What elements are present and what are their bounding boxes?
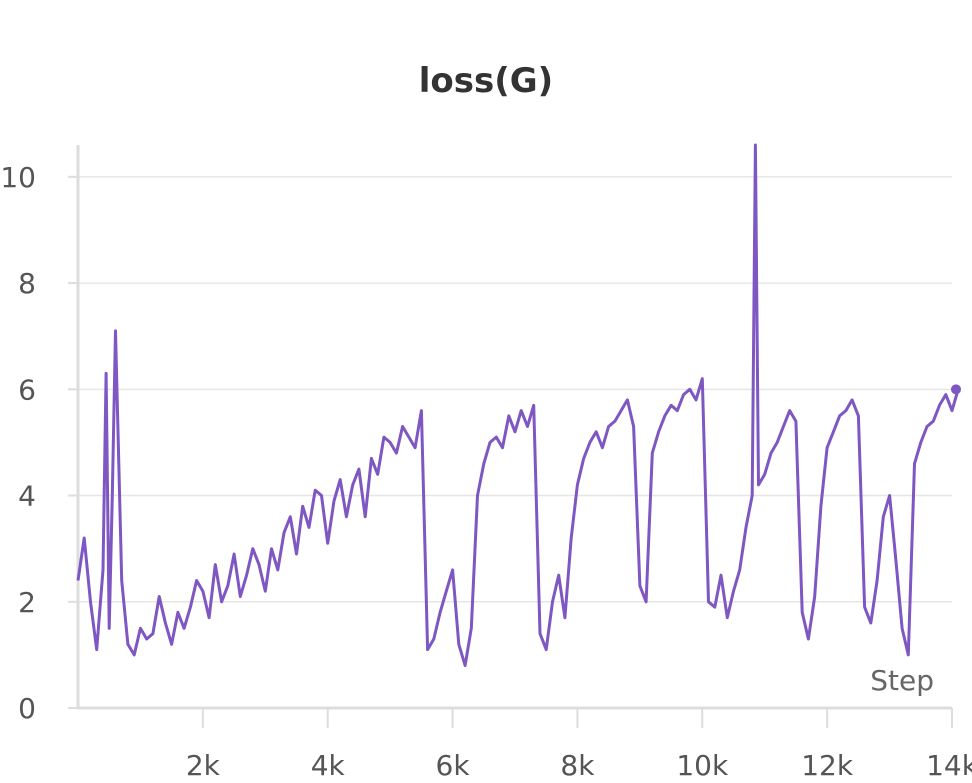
x-tick-label: 14k bbox=[926, 749, 972, 782]
y-tick-label: 6 bbox=[18, 373, 36, 406]
x-tick-label: 6k bbox=[436, 749, 471, 782]
y-tick-label: 0 bbox=[18, 692, 36, 725]
tick-labels: 0 2 4 6 8 10 2k 4k 6k 8k 10k 12k 14k bbox=[0, 161, 972, 782]
x-tick-label: 2k bbox=[186, 749, 221, 782]
y-tick-label: 8 bbox=[18, 267, 36, 300]
x-tick-label: 4k bbox=[311, 749, 346, 782]
series-end-point bbox=[951, 384, 961, 395]
y-tick-label: 10 bbox=[0, 161, 36, 194]
x-tick-label: 10k bbox=[676, 749, 729, 782]
x-axis-label: Step bbox=[870, 664, 934, 697]
x-tick-label: 12k bbox=[801, 749, 854, 782]
series bbox=[76, 143, 961, 667]
chart-title: loss(G) bbox=[419, 61, 553, 101]
grid bbox=[78, 176, 952, 709]
x-tick-label: 8k bbox=[560, 749, 595, 782]
series-line bbox=[76, 143, 960, 667]
y-tick-label: 2 bbox=[18, 586, 36, 619]
y-tick-label: 4 bbox=[18, 480, 36, 513]
axes bbox=[68, 145, 953, 728]
